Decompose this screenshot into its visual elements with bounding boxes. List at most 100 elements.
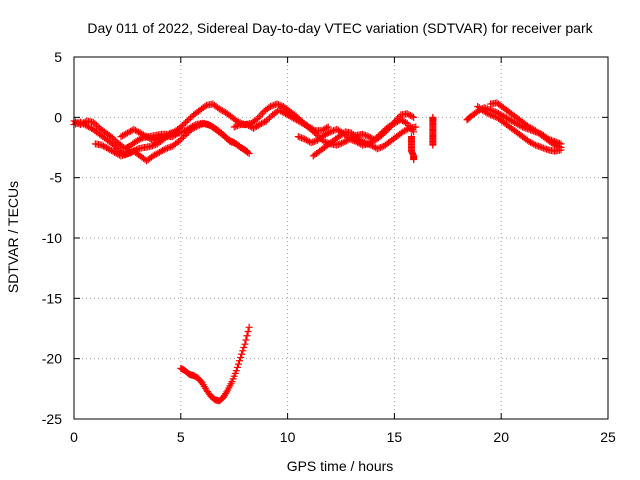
data-point (551, 141, 559, 149)
data-point (362, 131, 370, 139)
data-point (265, 114, 273, 122)
data-point (183, 117, 191, 125)
data-point (557, 144, 565, 151)
data-point (112, 143, 120, 151)
data-point (234, 360, 242, 368)
data-point (347, 136, 355, 144)
data-point (270, 101, 278, 109)
data-point (233, 363, 241, 371)
y-tick-label: -25 (42, 411, 62, 427)
data-point (374, 132, 382, 140)
data-point (552, 142, 560, 150)
data-point (309, 138, 317, 146)
data-point (163, 144, 171, 152)
data-point (151, 136, 159, 144)
data-point (175, 137, 183, 145)
data-point (410, 128, 418, 136)
data-point (110, 135, 118, 143)
data-point (204, 121, 211, 129)
data-point (338, 139, 346, 147)
y-tick-label: 5 (54, 49, 62, 65)
data-point (333, 141, 341, 149)
data-point (299, 134, 307, 142)
data-point (410, 156, 418, 164)
data-point (220, 131, 228, 139)
x-tick-label: 20 (493, 429, 509, 445)
data-point (117, 152, 125, 160)
series-track-l (487, 99, 565, 151)
data-point (178, 134, 186, 142)
data-point (320, 137, 328, 145)
data-point (245, 150, 253, 158)
x-axis-label: GPS time / hours (287, 458, 394, 474)
data-point (402, 118, 410, 126)
x-tick-label: 15 (387, 429, 403, 445)
data-point (539, 144, 547, 152)
x-tick-label: 5 (177, 429, 185, 445)
data-point (184, 128, 192, 136)
data-point (348, 129, 356, 137)
data-point (108, 134, 116, 142)
data-point (363, 132, 371, 140)
data-point (91, 120, 99, 128)
data-point (152, 135, 160, 143)
data-point (349, 136, 357, 144)
data-point (72, 120, 80, 128)
data-point (221, 133, 229, 141)
series-track-g (294, 116, 418, 149)
data-point (176, 136, 184, 144)
data-point (358, 130, 366, 138)
data-point (406, 112, 414, 120)
series-track-k (474, 102, 565, 155)
data-point (154, 134, 162, 142)
data-point (119, 151, 127, 159)
data-point (232, 122, 240, 130)
data-point (202, 120, 210, 128)
x-tick-label: 10 (280, 429, 296, 445)
data-point (533, 142, 541, 150)
data-point (488, 112, 496, 120)
data-point (543, 145, 551, 153)
series-track-i (429, 113, 437, 149)
data-point (408, 112, 416, 120)
grid (74, 57, 608, 419)
data-point (179, 133, 187, 141)
data-point (297, 134, 305, 142)
data-point (89, 118, 97, 126)
y-axis-label: SDTVAR / TECUs (5, 181, 21, 293)
data-point (555, 143, 563, 151)
data-point (339, 129, 347, 137)
data-point (194, 122, 202, 130)
data-point (243, 332, 251, 340)
data-point (262, 117, 270, 125)
data-point (110, 141, 118, 149)
data-point (373, 134, 381, 142)
data-point (128, 148, 136, 156)
data-point (108, 140, 116, 148)
data-point (92, 121, 100, 129)
data-point (328, 127, 336, 135)
data-point (149, 136, 157, 144)
data-point (307, 125, 315, 133)
chart-title: Day 011 of 2022, Sidereal Day-to-day VTE… (87, 20, 593, 36)
data-point (197, 121, 205, 129)
data-point (112, 137, 120, 145)
data-point (487, 111, 495, 119)
data-point (232, 367, 240, 375)
y-tick-label: -10 (42, 230, 62, 246)
data-point (535, 142, 543, 150)
data-point (485, 110, 493, 118)
data-point (325, 129, 333, 137)
axis-ticks: 0 5 10 15 20 25 5 0 -5 -10 -15 -20 -25 (42, 49, 616, 445)
data-point (200, 119, 208, 127)
data-point (268, 102, 276, 110)
data-point (123, 150, 131, 158)
data-point (371, 135, 379, 143)
data-point (186, 114, 194, 122)
data-point (400, 118, 408, 126)
series-track-m (177, 323, 253, 405)
data-point (195, 121, 203, 129)
data-point (531, 141, 539, 149)
y-tick-label: -5 (50, 170, 63, 186)
